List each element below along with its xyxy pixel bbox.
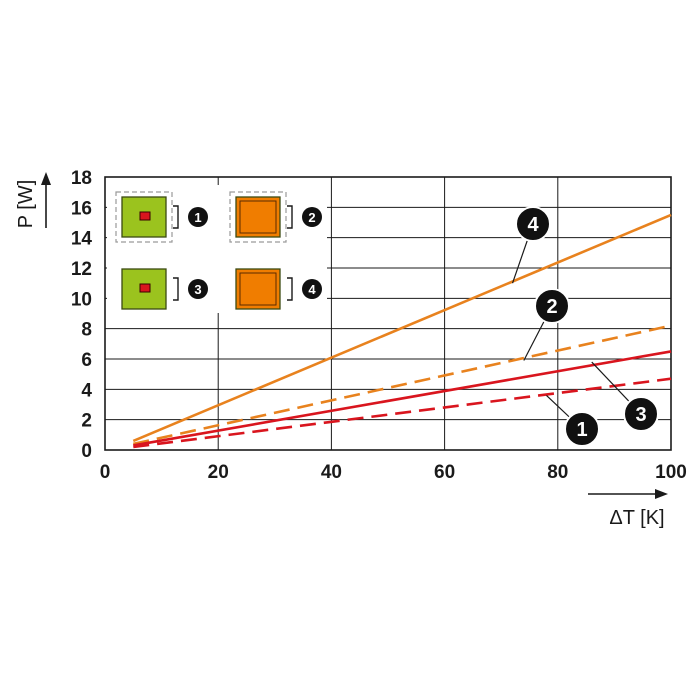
legend-number-badge: [188, 279, 208, 299]
legend-bracket: [287, 205, 293, 229]
x-tick-label: 80: [547, 462, 568, 483]
y-tick-label: 16: [71, 198, 92, 219]
x-axis-arrow: [588, 489, 668, 499]
legend-bracket: [287, 277, 293, 301]
legend-number: 1: [194, 210, 201, 225]
plot-frame: [104, 176, 672, 451]
legend-number-badge: [302, 279, 322, 299]
legend-number: 2: [308, 210, 315, 225]
callout-badge: [623, 396, 659, 432]
x-tick-label: 60: [434, 462, 455, 483]
legend-housing-frame: [229, 191, 287, 243]
y-tick-label: 12: [71, 259, 92, 280]
legend-number-badge: [302, 207, 322, 227]
x-tick-label: 20: [208, 462, 229, 483]
y-tick-label: 6: [81, 350, 92, 371]
callout-3: 3: [591, 361, 659, 432]
x-tick-label: 40: [321, 462, 342, 483]
series-lines: [132, 213, 672, 449]
y-tick-label: 0: [81, 441, 92, 462]
callout-1: 1: [546, 394, 600, 447]
legend-item-2: 2: [229, 191, 322, 243]
callout-badge: [564, 411, 600, 447]
legend-number: 3: [194, 282, 201, 297]
series-line-2: [133, 324, 672, 446]
callout-4: 4: [511, 206, 551, 284]
series-callouts: 4 2 3 1: [511, 206, 659, 447]
legend-housing-core: [139, 211, 151, 221]
callout-label: 2: [546, 296, 557, 318]
y-tick-label: 14: [71, 229, 93, 250]
series-line-3: [133, 350, 672, 447]
legend-item-4: 4: [235, 268, 322, 310]
y-axis-arrow: [41, 172, 51, 228]
callout-label: 3: [635, 404, 646, 426]
y-tick-label: 18: [71, 168, 92, 189]
legend: 1 2 3 4: [107, 185, 327, 313]
y-tick-label: 8: [81, 320, 92, 341]
legend-bracket: [173, 205, 179, 229]
y-tick-label: 10: [71, 289, 92, 310]
x-tick-label: 0: [100, 462, 111, 483]
y-tick-label: 2: [81, 411, 92, 432]
y-tick-label: 4: [81, 380, 92, 401]
y-axis-title: P [W]: [15, 180, 37, 229]
legend-item-3: 3: [121, 268, 208, 310]
legend-bracket: [173, 277, 179, 301]
legend-number: 4: [308, 282, 316, 297]
legend-housing-core: [239, 272, 277, 306]
callout-badge: [534, 288, 570, 324]
callout-label: 1: [576, 419, 587, 441]
legend-housing-core: [139, 283, 151, 293]
series-line-4: [132, 213, 672, 443]
x-axis-title: ΔT [K]: [609, 507, 664, 529]
legend-housing-frame: [115, 191, 173, 243]
legend-housing-core: [239, 200, 277, 234]
legend-number-badge: [188, 207, 208, 227]
callout-2: 2: [523, 288, 570, 361]
x-tick-label: 100: [655, 462, 687, 483]
legend-item-1: 1: [115, 191, 208, 243]
series-line-1: [133, 377, 672, 449]
callout-label: 4: [527, 214, 539, 236]
callout-badge: [515, 206, 551, 242]
